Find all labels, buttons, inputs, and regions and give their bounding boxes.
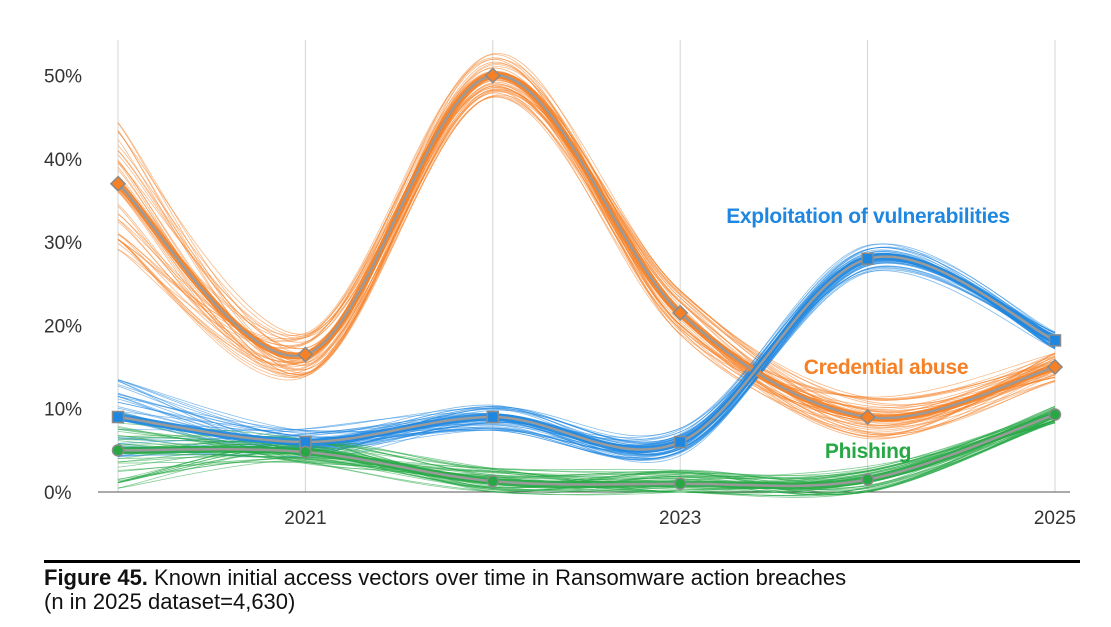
data-point bbox=[111, 410, 125, 424]
data-point bbox=[486, 474, 500, 488]
band-line bbox=[117, 412, 1056, 496]
series-labels: Credential abuse Exploitation of vulnerab… bbox=[726, 205, 1010, 463]
x-tick-label: 2025 bbox=[1034, 508, 1076, 529]
band-line bbox=[117, 85, 1056, 438]
data-point bbox=[861, 252, 874, 266]
y-tick-label: 0% bbox=[44, 483, 72, 504]
series-label: Phishing bbox=[825, 440, 911, 463]
data-point bbox=[672, 304, 689, 322]
x-tick-label: 2021 bbox=[284, 508, 326, 529]
caption-divider bbox=[44, 560, 1080, 563]
series-line bbox=[117, 413, 1056, 488]
data-point bbox=[1048, 408, 1062, 421]
caption-label: Figure 45. bbox=[44, 565, 148, 590]
data-point bbox=[486, 410, 500, 424]
data-point bbox=[111, 444, 125, 457]
data-point bbox=[859, 408, 876, 426]
band-line bbox=[117, 82, 1056, 401]
data-point bbox=[299, 445, 312, 459]
band-line bbox=[117, 72, 1056, 405]
band-line bbox=[117, 67, 1056, 400]
band-line bbox=[117, 83, 1056, 399]
data-point bbox=[861, 473, 874, 486]
band-line bbox=[117, 251, 1056, 460]
line-chart: 0% 10% 20% 30% 40% 50% 2021 2023 2025 Credentia… bbox=[44, 40, 1076, 529]
y-tick-label: 30% bbox=[44, 233, 82, 254]
data-point bbox=[484, 67, 501, 84]
caption-line2: (n in 2025 dataset=4,630) bbox=[44, 589, 296, 614]
data-point bbox=[109, 175, 127, 192]
data-point bbox=[297, 346, 314, 363]
y-tick-label: 20% bbox=[44, 316, 82, 337]
y-tick-label: 50% bbox=[44, 67, 82, 88]
data-point bbox=[1046, 358, 1064, 376]
uncertainty-bands bbox=[117, 53, 1056, 498]
band-line bbox=[117, 96, 1056, 433]
figure-caption: Figure 45. Known initial access vectors … bbox=[44, 566, 1084, 614]
y-tick-label: 10% bbox=[44, 400, 82, 421]
data-point bbox=[673, 477, 687, 490]
data-point bbox=[673, 435, 687, 449]
series-label: Exploitation of vulnerabilities bbox=[726, 205, 1010, 228]
band-line bbox=[117, 74, 1056, 401]
band-line bbox=[117, 95, 1056, 410]
series-label: Credential abuse bbox=[804, 356, 968, 379]
series-line bbox=[117, 255, 1056, 451]
x-tick-label: 2023 bbox=[659, 508, 701, 529]
band-line bbox=[117, 412, 1056, 492]
series-lines bbox=[115, 71, 1057, 490]
y-tick-label: 40% bbox=[44, 150, 82, 171]
y-axis: 0% 10% 20% 30% 40% 50% bbox=[44, 67, 82, 505]
caption-text: Known initial access vectors over time i… bbox=[147, 565, 847, 590]
band-line bbox=[117, 64, 1056, 431]
data-markers bbox=[109, 67, 1064, 490]
x-axis: 2021 2023 2025 bbox=[98, 491, 1076, 529]
band-line bbox=[117, 420, 1056, 490]
band-line bbox=[117, 255, 1056, 449]
data-point bbox=[1048, 334, 1062, 347]
band-line bbox=[117, 407, 1056, 496]
